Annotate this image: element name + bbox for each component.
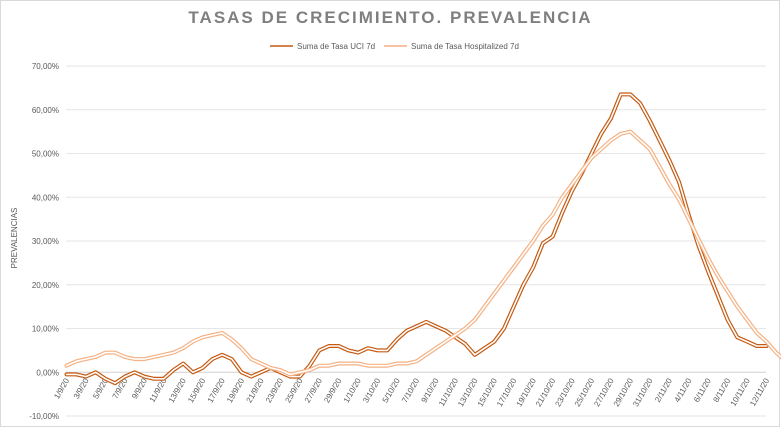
y-tick-label: 10,00% <box>32 325 59 334</box>
y-tick-label: 50,00% <box>32 150 59 159</box>
y-axis-label: PREVALENCIAS <box>10 208 19 269</box>
x-tick-label: 8/11/20 <box>711 376 732 404</box>
chart-title: TASAS DE CRECIMIENTO. PREVALENCIA <box>188 8 593 27</box>
y-tick-label: -10,00% <box>29 412 59 421</box>
x-tick-label: 1/9/20 <box>52 376 71 400</box>
x-tick-label: 9/9/20 <box>130 376 149 400</box>
legend-label-uci: Suma de Tasa UCI 7d <box>297 42 375 51</box>
y-tick-label: 60,00% <box>32 106 59 115</box>
y-tick-label: 30,00% <box>32 237 59 246</box>
x-tick-label: 4/11/20 <box>673 376 694 404</box>
series-line-inner-1 <box>65 130 781 376</box>
y-tick-label: 20,00% <box>32 281 59 290</box>
x-tick-label: 6/11/20 <box>692 376 713 404</box>
x-tick-label: 12/11/20 <box>748 376 771 407</box>
series-line-inner-0 <box>65 93 768 385</box>
y-tick-label: 70,00% <box>32 62 59 71</box>
y-tick-label: 40,00% <box>32 193 59 202</box>
grid-layer <box>66 65 766 417</box>
legend-label-hospitalized: Suma de Tasa Hospitalized 7d <box>411 42 519 51</box>
series-layer <box>64 92 781 386</box>
x-tick-label: 2/11/20 <box>653 376 674 404</box>
series-line-outer-0 <box>64 92 769 386</box>
y-tick-label: 0,00% <box>36 368 59 377</box>
x-tick-label: 3/9/20 <box>72 376 91 400</box>
legend: Suma de Tasa UCI 7d Suma de Tasa Hospita… <box>270 42 519 51</box>
